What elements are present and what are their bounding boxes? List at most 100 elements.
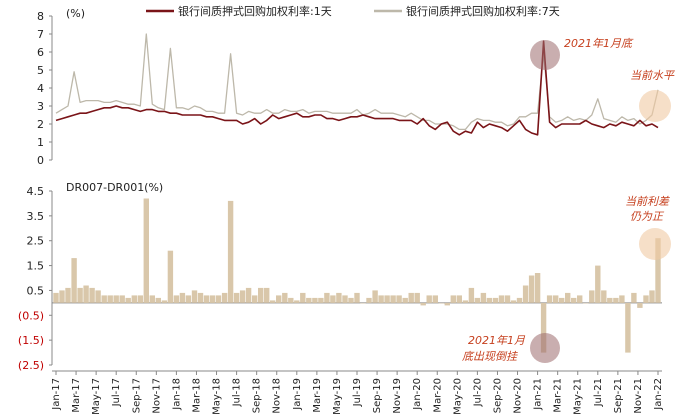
bottom-chart-y-axis: (2.5) (1.5) (0.5) 0.5 1.5 2.5 3.5 4.5 bbox=[18, 185, 662, 372]
spread-bar bbox=[179, 292, 186, 303]
spread-bar bbox=[354, 292, 360, 303]
spread-bar bbox=[252, 295, 258, 303]
spread-bar bbox=[294, 300, 300, 303]
top-y-tick-label: 3 bbox=[37, 100, 44, 113]
x-tick-label: Sep-20 bbox=[492, 378, 503, 413]
spread-bar bbox=[462, 300, 469, 303]
spread-bar bbox=[221, 292, 228, 303]
spread-bar bbox=[571, 297, 577, 303]
spread-bar bbox=[107, 295, 113, 303]
spread-bar bbox=[637, 302, 643, 308]
spread-bar bbox=[559, 297, 565, 303]
bottom-chart-bars bbox=[53, 198, 661, 353]
spread-bar bbox=[601, 290, 607, 303]
spread-bar bbox=[631, 292, 637, 303]
bottom-y-tick-label: 4.5 bbox=[27, 185, 45, 198]
spread-bar bbox=[420, 302, 426, 306]
x-tick-label: Mar-21 bbox=[553, 378, 564, 413]
spread-bar bbox=[534, 273, 541, 303]
spread-bar bbox=[426, 295, 432, 303]
x-tick-label: Jan-17 bbox=[51, 378, 62, 411]
annotation-current-spread-line1: 当前利差 bbox=[625, 195, 670, 208]
annotation-jan21-rate: 2021年1月底 bbox=[564, 37, 634, 50]
series-line-7d bbox=[55, 33, 659, 131]
spread-bar bbox=[282, 292, 288, 303]
bottom-y-tick-label: 0.5 bbox=[27, 284, 45, 297]
spread-bar bbox=[438, 302, 444, 304]
spread-bar bbox=[215, 295, 222, 303]
spread-bar bbox=[324, 292, 330, 303]
highlight-marker-current-rate bbox=[639, 90, 671, 122]
spread-bar bbox=[498, 295, 505, 303]
spread-bar bbox=[643, 295, 649, 303]
spread-bar bbox=[53, 292, 59, 303]
bottom-y-tick-label: (0.5) bbox=[18, 309, 44, 322]
annotation-jan21-inversion-line1: 2021年1月 bbox=[468, 334, 526, 347]
spread-bar bbox=[89, 287, 95, 303]
spread-bar bbox=[522, 285, 529, 303]
highlight-marker-jan21-rate bbox=[530, 40, 560, 70]
spread-bar bbox=[619, 295, 625, 303]
spread-bar bbox=[378, 295, 384, 303]
spread-bar bbox=[125, 297, 131, 303]
spread-bar bbox=[384, 295, 390, 303]
top-y-tick-label: 2 bbox=[37, 118, 44, 131]
spread-bar bbox=[510, 300, 517, 303]
top-chart-legend: 银行间质押式回购加权利率:1天 银行间质押式回购加权利率:7天 bbox=[146, 4, 560, 18]
spread-bar bbox=[444, 302, 450, 306]
spread-bar bbox=[330, 295, 336, 303]
spread-bar bbox=[360, 302, 366, 304]
spread-bar bbox=[583, 302, 589, 304]
spread-bar bbox=[233, 292, 240, 303]
spread-bar bbox=[306, 297, 312, 303]
top-y-tick-label: 1 bbox=[37, 136, 44, 149]
spread-bar bbox=[83, 285, 89, 303]
series-line-1d bbox=[55, 40, 659, 136]
bottom-y-tick-label: 3.5 bbox=[27, 210, 45, 223]
annotation-current-level: 当前水平 bbox=[630, 69, 675, 82]
bottom-y-tick-label: (2.5) bbox=[18, 359, 44, 372]
x-tick-label: Mar-20 bbox=[432, 378, 443, 413]
spread-bar bbox=[191, 290, 198, 303]
x-tick-label: Jul-21 bbox=[593, 378, 604, 407]
x-tick-label: Mar-19 bbox=[312, 378, 323, 413]
spread-bar bbox=[504, 295, 511, 303]
bottom-y-tick-label: 2.5 bbox=[27, 235, 45, 248]
x-tick-label: Jul-18 bbox=[232, 378, 243, 407]
spread-bar bbox=[113, 295, 119, 303]
x-tick-label: Mar-17 bbox=[71, 378, 82, 413]
spread-bar bbox=[288, 297, 294, 303]
x-tick-label: May-17 bbox=[91, 378, 102, 415]
spread-bar bbox=[318, 297, 324, 303]
spread-bar bbox=[137, 295, 143, 303]
spread-bar bbox=[456, 295, 462, 303]
spread-bar bbox=[131, 295, 137, 303]
spread-bar bbox=[270, 300, 276, 303]
x-tick-label: May-18 bbox=[212, 378, 223, 415]
spread-bar bbox=[197, 292, 204, 303]
spread-bar bbox=[408, 292, 414, 303]
spread-bar bbox=[595, 265, 601, 303]
spread-bar bbox=[625, 302, 631, 353]
x-tick-label: May-19 bbox=[332, 378, 343, 415]
top-y-tick-label: 0 bbox=[37, 154, 44, 167]
spread-bar bbox=[390, 295, 396, 303]
x-tick-label: Sep-17 bbox=[131, 378, 142, 413]
x-tick-label: Jan-19 bbox=[292, 378, 303, 411]
spread-bar bbox=[149, 295, 155, 303]
top-y-tick-label: 4 bbox=[37, 82, 44, 95]
spread-bar bbox=[577, 295, 583, 303]
spread-bar bbox=[209, 295, 216, 303]
bottom-y-tick-label: 1.5 bbox=[27, 260, 45, 273]
spread-bar bbox=[71, 258, 77, 303]
spread-bar bbox=[348, 297, 354, 303]
spread-bar bbox=[227, 200, 234, 303]
top-chart-lines bbox=[55, 33, 659, 136]
x-tick-label: Sep-19 bbox=[372, 378, 383, 413]
x-tick-label: Nov-21 bbox=[633, 378, 644, 414]
spread-bar bbox=[480, 292, 487, 303]
spread-bar bbox=[167, 250, 174, 303]
spread-bar bbox=[432, 295, 438, 303]
spread-bar bbox=[540, 302, 547, 353]
